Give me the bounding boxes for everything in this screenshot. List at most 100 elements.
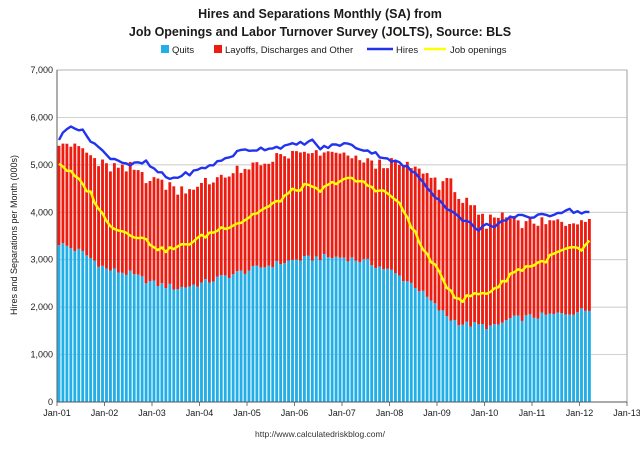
bar-quits <box>247 270 251 402</box>
bar-layoffs <box>184 193 188 288</box>
bar-quits <box>374 267 378 402</box>
legend-openings-label: Job openings <box>450 45 507 56</box>
bar-layoffs <box>370 160 374 266</box>
bar-layoffs <box>148 180 152 281</box>
bar-layoffs <box>283 156 287 264</box>
legend: Quits Layoffs, Discharges and Other Hire… <box>161 45 507 56</box>
bar-layoffs <box>314 150 318 257</box>
bar-layoffs <box>342 152 346 258</box>
x-tick-label: Jan-07 <box>328 408 356 418</box>
bar-quits <box>314 256 318 402</box>
bar-layoffs <box>512 215 516 316</box>
bar-layoffs <box>65 143 69 246</box>
bar-quits <box>544 314 548 402</box>
bar-quits <box>231 274 235 402</box>
bar-quits <box>128 270 132 402</box>
bar-quits <box>358 262 362 402</box>
bar-quits <box>188 286 192 402</box>
bar-quits <box>564 314 568 402</box>
y-tick-label: 5,000 <box>30 160 53 170</box>
bar-layoffs <box>485 228 488 329</box>
bar-quits <box>382 269 385 402</box>
bar-quits <box>116 272 120 402</box>
bar-quits <box>235 271 239 402</box>
bar-layoffs <box>263 163 267 268</box>
bar-quits <box>124 274 128 402</box>
bar-quits <box>378 266 382 402</box>
bar-quits <box>322 254 326 402</box>
bar-layoffs <box>441 181 445 311</box>
bar-quits <box>318 260 322 402</box>
bar-quits <box>81 250 85 402</box>
y-tick-label: 6,000 <box>30 112 53 122</box>
bar-layoffs <box>231 173 235 275</box>
bar-quits <box>196 286 199 402</box>
bar-layoffs <box>89 155 93 258</box>
bar-quits <box>528 314 532 402</box>
y-axis-title: Hires and Separations per Month (000s) <box>9 155 19 315</box>
bar-quits <box>445 316 449 402</box>
bar-layoffs <box>544 224 548 315</box>
bar-layoffs <box>81 148 85 251</box>
bar-layoffs <box>180 186 184 287</box>
bar-layoffs <box>417 168 421 292</box>
bar-layoffs <box>429 177 433 301</box>
bar-layoffs <box>433 177 437 304</box>
bar-layoffs <box>215 177 219 277</box>
bar-layoffs <box>568 224 572 315</box>
bar-quits <box>540 312 544 402</box>
bar-quits <box>421 290 425 402</box>
bar-quits <box>211 281 215 402</box>
bar-quits <box>283 263 287 402</box>
bar-quits <box>73 250 77 402</box>
bar-layoffs <box>204 177 207 280</box>
bar-layoffs <box>306 153 310 256</box>
x-tick-label: Jan-09 <box>423 408 451 418</box>
series-job-openings <box>58 162 591 304</box>
bar-layoffs <box>302 151 306 257</box>
bar-quits <box>302 256 306 402</box>
x-tick-label: Jan-13 <box>613 408 640 418</box>
bar-quits <box>461 324 465 402</box>
bar-quits <box>532 317 536 402</box>
bar-layoffs <box>516 220 520 316</box>
bar-quits <box>287 260 290 402</box>
bar-layoffs <box>192 189 195 285</box>
bar-quits <box>417 291 421 402</box>
bar-layoffs <box>536 225 540 319</box>
bar-layoffs <box>366 158 370 259</box>
bar-layoffs <box>390 158 393 270</box>
bar-quits <box>112 268 116 402</box>
bar-layoffs <box>548 220 552 314</box>
bar-quits <box>156 286 160 402</box>
bar-layoffs <box>326 151 330 258</box>
bar-layoffs <box>508 218 512 319</box>
bar-quits <box>251 265 255 402</box>
bar-quits <box>120 272 124 402</box>
bar-layoffs <box>259 165 263 268</box>
bar-quits <box>326 257 330 402</box>
bar-layoffs <box>109 171 112 271</box>
bar-layoffs <box>295 151 298 260</box>
y-tick-label: 7,000 <box>30 65 53 75</box>
bar-layoffs <box>354 155 358 261</box>
bar-quits <box>572 314 575 402</box>
bar-layoffs <box>160 179 164 284</box>
bar-layoffs <box>219 174 223 276</box>
bar-quits <box>453 319 457 402</box>
bar-quits <box>465 321 469 402</box>
bar-layoffs <box>330 151 334 259</box>
bar-quits <box>207 282 211 402</box>
bar-layoffs <box>120 164 124 273</box>
bar-layoffs <box>461 202 465 325</box>
y-tick-label: 1,000 <box>30 350 53 360</box>
bar-quits <box>342 257 346 402</box>
bar-layoffs <box>358 160 362 263</box>
x-tick-label: Jan-11 <box>519 408 546 418</box>
bar-layoffs <box>524 221 528 316</box>
bar-quits <box>366 258 370 402</box>
bar-quits <box>168 283 172 402</box>
bar-layoffs <box>492 217 496 325</box>
bar-quits <box>144 283 148 402</box>
